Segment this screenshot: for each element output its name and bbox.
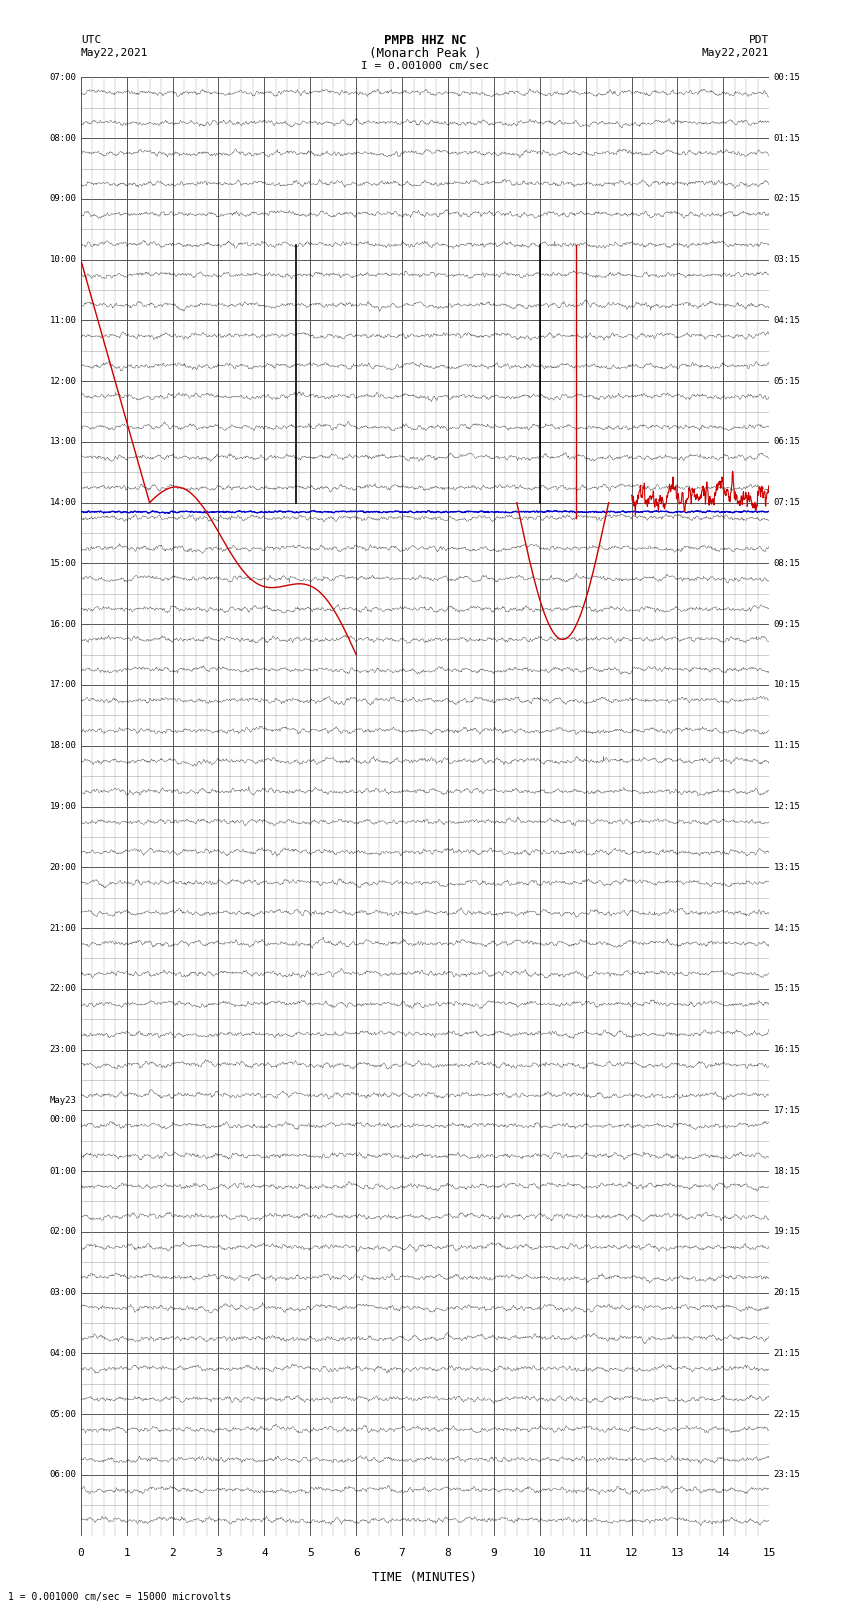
Text: (Monarch Peak ): (Monarch Peak ) [369, 47, 481, 60]
Text: 15:00: 15:00 [49, 560, 76, 568]
Text: 11:00: 11:00 [49, 316, 76, 324]
Text: 14:00: 14:00 [49, 498, 76, 506]
Text: May22,2021: May22,2021 [702, 48, 769, 58]
Text: 13:15: 13:15 [774, 863, 801, 871]
Text: 12:15: 12:15 [774, 802, 801, 811]
Text: 10: 10 [533, 1548, 547, 1558]
Text: 3: 3 [215, 1548, 222, 1558]
Text: 11:15: 11:15 [774, 742, 801, 750]
Text: TIME (MINUTES): TIME (MINUTES) [372, 1571, 478, 1584]
Text: 10:00: 10:00 [49, 255, 76, 265]
Text: 01:15: 01:15 [774, 134, 801, 142]
Text: 5: 5 [307, 1548, 314, 1558]
Text: 6: 6 [353, 1548, 360, 1558]
Text: 2: 2 [169, 1548, 176, 1558]
Text: UTC: UTC [81, 35, 101, 45]
Text: 09:00: 09:00 [49, 195, 76, 203]
Text: 11: 11 [579, 1548, 592, 1558]
Text: 22:15: 22:15 [774, 1410, 801, 1418]
Text: 00:15: 00:15 [774, 73, 801, 82]
Text: 02:15: 02:15 [774, 195, 801, 203]
Text: 7: 7 [399, 1548, 405, 1558]
Text: 16:15: 16:15 [774, 1045, 801, 1053]
Text: 12: 12 [625, 1548, 638, 1558]
Text: 0: 0 [77, 1548, 84, 1558]
Text: 09:15: 09:15 [774, 619, 801, 629]
Text: 19:00: 19:00 [49, 802, 76, 811]
Text: 17:00: 17:00 [49, 681, 76, 689]
Text: 08:15: 08:15 [774, 560, 801, 568]
Text: 07:15: 07:15 [774, 498, 801, 506]
Text: 08:00: 08:00 [49, 134, 76, 142]
Text: 15: 15 [762, 1548, 776, 1558]
Text: May23: May23 [49, 1097, 76, 1105]
Text: 07:00: 07:00 [49, 73, 76, 82]
Text: 20:00: 20:00 [49, 863, 76, 871]
Text: 9: 9 [490, 1548, 497, 1558]
Text: 21:15: 21:15 [774, 1348, 801, 1358]
Text: 06:00: 06:00 [49, 1471, 76, 1479]
Text: 02:00: 02:00 [49, 1227, 76, 1236]
Text: 13:00: 13:00 [49, 437, 76, 447]
Text: 17:15: 17:15 [774, 1107, 801, 1115]
Text: 03:15: 03:15 [774, 255, 801, 265]
Text: 16:00: 16:00 [49, 619, 76, 629]
Text: 04:00: 04:00 [49, 1348, 76, 1358]
Text: 21:00: 21:00 [49, 924, 76, 932]
Text: 8: 8 [445, 1548, 451, 1558]
Text: 20:15: 20:15 [774, 1289, 801, 1297]
Text: 18:00: 18:00 [49, 742, 76, 750]
Text: PMPB HHZ NC: PMPB HHZ NC [383, 34, 467, 47]
Text: May22,2021: May22,2021 [81, 48, 148, 58]
Text: 1 = 0.001000 cm/sec = 15000 microvolts: 1 = 0.001000 cm/sec = 15000 microvolts [8, 1592, 232, 1602]
Text: 14:15: 14:15 [774, 924, 801, 932]
Text: 05:15: 05:15 [774, 377, 801, 386]
Text: PDT: PDT [749, 35, 769, 45]
Text: 14: 14 [717, 1548, 730, 1558]
Text: 18:15: 18:15 [774, 1166, 801, 1176]
Text: 15:15: 15:15 [774, 984, 801, 994]
Text: 04:15: 04:15 [774, 316, 801, 324]
Text: 00:00: 00:00 [49, 1115, 76, 1124]
Text: 12:00: 12:00 [49, 377, 76, 386]
Text: 23:00: 23:00 [49, 1045, 76, 1053]
Text: 19:15: 19:15 [774, 1227, 801, 1236]
Text: 06:15: 06:15 [774, 437, 801, 447]
Text: 23:15: 23:15 [774, 1471, 801, 1479]
Text: 05:00: 05:00 [49, 1410, 76, 1418]
Text: I = 0.001000 cm/sec: I = 0.001000 cm/sec [361, 61, 489, 71]
Text: 1: 1 [123, 1548, 130, 1558]
Text: 01:00: 01:00 [49, 1166, 76, 1176]
Text: 22:00: 22:00 [49, 984, 76, 994]
Text: 13: 13 [671, 1548, 684, 1558]
Text: 03:00: 03:00 [49, 1289, 76, 1297]
Text: 4: 4 [261, 1548, 268, 1558]
Text: 10:15: 10:15 [774, 681, 801, 689]
